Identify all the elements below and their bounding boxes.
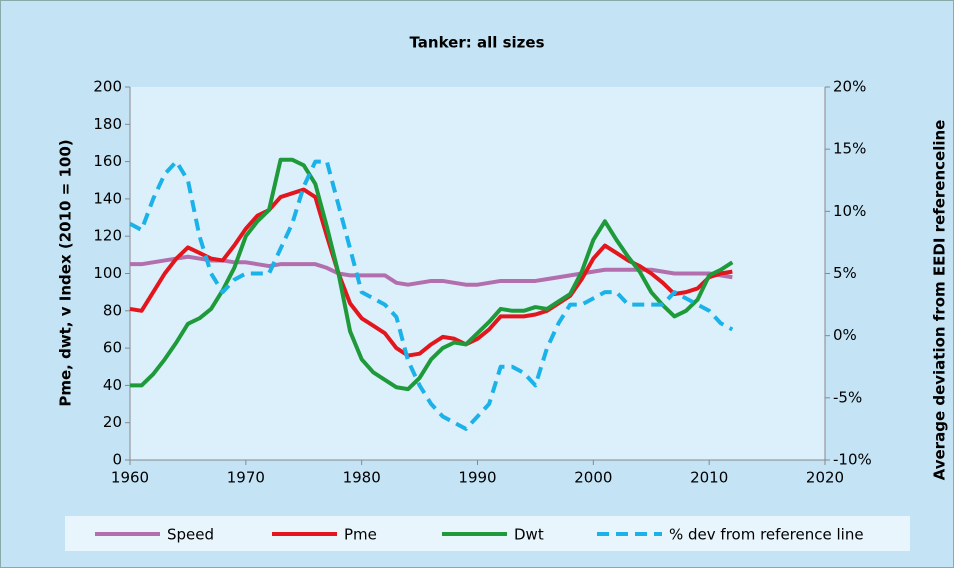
y2-tick-label: -10% (833, 451, 872, 469)
x-tick-label: 2000 (574, 469, 612, 487)
x-tick-label: 1970 (227, 469, 265, 487)
y-tick-label: 60 (103, 339, 122, 357)
y2-tick-label: 5% (833, 264, 857, 282)
y2-tick-label: 0% (833, 326, 857, 344)
y-tick-label: 80 (103, 301, 122, 319)
x-tick-label: 1990 (458, 469, 496, 487)
y-axis-label: Pme, dwt, v Index (2010 = 100) (57, 139, 75, 406)
y2-tick-label: -5% (833, 388, 862, 406)
y2-axis-label: Average deviation from EEDI referencelin… (931, 120, 949, 481)
series-line (130, 254, 733, 287)
series-line (129, 159, 734, 431)
x-tick-label: 2020 (806, 469, 844, 487)
y-tick-label: 0 (112, 451, 122, 469)
x-tick-label: 1980 (343, 469, 381, 487)
legend-label: Speed (167, 526, 214, 544)
legend-label: % dev from reference line (669, 526, 864, 544)
y-tick-label: 140 (93, 189, 122, 207)
y-tick-label: 200 (93, 78, 122, 96)
x-tick-label: 2010 (690, 469, 728, 487)
legend-label: Dwt (514, 526, 544, 544)
chart-title: Tanker: all sizes (410, 34, 545, 52)
y-tick-label: 20 (103, 413, 122, 431)
legend-label: Pme (344, 526, 377, 544)
y-tick-label: 40 (103, 376, 122, 394)
y2-tick-label: 15% (833, 140, 866, 158)
y2-tick-label: 20% (833, 78, 866, 96)
y-tick-label: 120 (93, 227, 122, 245)
series-line (130, 157, 734, 392)
x-tick-label: 1960 (111, 469, 149, 487)
y-tick-label: 160 (93, 152, 122, 170)
y-tick-label: 180 (93, 115, 122, 133)
y-tick-label: 100 (93, 264, 122, 282)
y2-tick-label: 10% (833, 202, 866, 220)
